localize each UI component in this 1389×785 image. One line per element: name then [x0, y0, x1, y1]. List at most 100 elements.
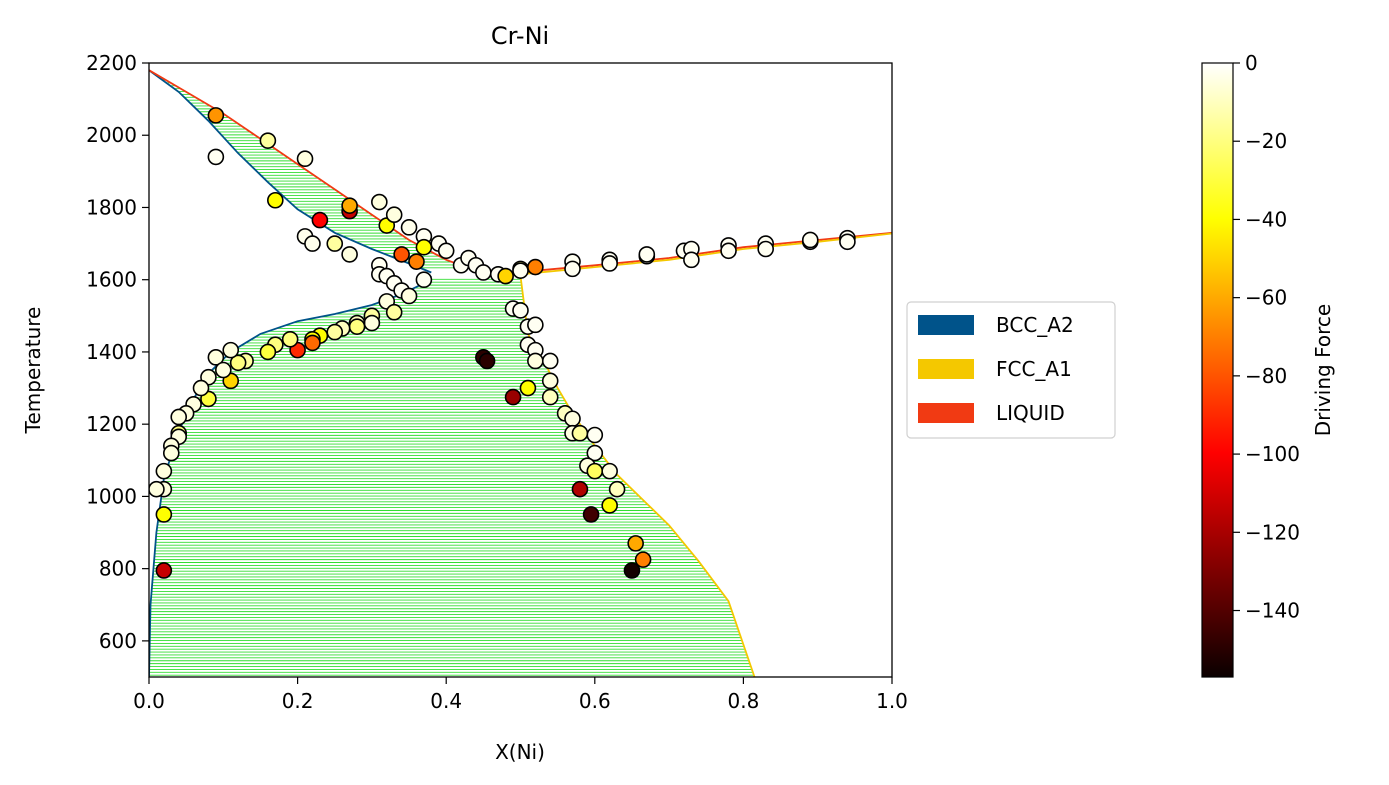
y-tick-label: 1200 — [86, 412, 137, 436]
data-point — [371, 193, 388, 211]
two-phase-region-fill — [149, 70, 754, 676]
data-point — [519, 379, 537, 397]
y-tick-label: 1800 — [86, 195, 137, 219]
data-point — [385, 303, 403, 321]
data-point — [478, 352, 496, 370]
data-point — [155, 462, 173, 480]
data-point — [207, 148, 225, 166]
data-point — [326, 323, 344, 341]
data-point — [541, 388, 559, 406]
phase-boundary-fcc-a1 — [520, 232, 892, 276]
chart-title: Cr-Ni — [491, 22, 549, 50]
data-point — [623, 562, 641, 579]
data-point — [215, 361, 232, 379]
data-point — [222, 341, 240, 359]
data-point — [296, 150, 314, 168]
colorbar: 0 −20 −40 −60 −80 −100 −120 −140 Driving Force — [1201, 51, 1335, 678]
colorbar-gradient — [1201, 62, 1234, 678]
data-point — [341, 197, 358, 214]
data-point — [564, 260, 581, 278]
data-point — [527, 352, 544, 370]
colorbar-tick-label: −20 — [1245, 129, 1287, 153]
legend-label: LIQUID — [996, 401, 1065, 425]
data-point — [601, 497, 618, 514]
data-points — [149, 107, 856, 579]
data-point — [527, 258, 544, 276]
data-point — [601, 255, 618, 272]
x-axis-label: X(Ni) — [495, 740, 545, 764]
y-tick-label: 2000 — [86, 123, 137, 147]
data-point — [475, 264, 492, 281]
data-point — [155, 562, 173, 579]
data-point — [400, 219, 418, 236]
data-point — [839, 233, 856, 251]
y-axis-ticks: 600 800 1000 1200 1400 1600 1800 2000 2200 — [86, 51, 149, 653]
x-tick-label: 1.0 — [876, 689, 908, 713]
data-point — [192, 379, 210, 397]
colorbar-tick-label: −120 — [1245, 520, 1300, 544]
data-point — [683, 251, 700, 269]
data-point — [281, 330, 299, 348]
data-point — [311, 211, 329, 229]
data-point — [170, 408, 188, 426]
data-point — [541, 372, 559, 390]
y-tick-label: 800 — [99, 557, 137, 581]
phase-boundary-liquid — [535, 231, 892, 272]
data-point — [162, 444, 180, 462]
data-point — [497, 267, 514, 285]
data-point — [149, 480, 165, 498]
data-point — [582, 506, 600, 523]
colorbar-label: Driving Force — [1311, 304, 1335, 436]
y-tick-label: 1400 — [86, 340, 137, 364]
legend-swatch — [918, 359, 974, 379]
data-point — [229, 354, 247, 372]
legend-swatch — [918, 315, 974, 335]
colorbar-tick-label: −80 — [1245, 364, 1287, 388]
data-point — [586, 444, 604, 462]
x-tick-label: 0.2 — [282, 689, 314, 713]
data-point — [571, 424, 589, 442]
data-point — [564, 410, 581, 428]
data-point — [638, 246, 656, 263]
data-point — [512, 262, 529, 279]
y-tick-label: 1600 — [86, 268, 137, 292]
data-point — [267, 191, 284, 209]
data-point — [348, 318, 366, 335]
data-point — [720, 242, 737, 260]
legend-swatch — [918, 403, 974, 423]
data-point — [207, 349, 225, 366]
data-point — [571, 480, 589, 498]
data-point — [415, 238, 433, 256]
data-point — [393, 246, 410, 263]
data-point — [541, 352, 559, 370]
colorbar-tick-label: −60 — [1245, 286, 1287, 310]
phase-boundary-bcc-a2 — [149, 69, 432, 274]
colorbar-tick-label: 0 — [1245, 51, 1258, 75]
data-point — [259, 132, 277, 149]
plot-frame — [148, 62, 893, 678]
data-point — [259, 343, 277, 361]
colorbar-tick-label: −100 — [1245, 442, 1300, 466]
colorbar-tick-label: −140 — [1245, 599, 1300, 623]
data-point — [504, 388, 522, 406]
data-point — [408, 253, 425, 270]
data-point — [608, 480, 626, 498]
phase-boundary-fcc-a1 — [519, 275, 756, 677]
x-axis-ticks: 0.0 0.2 0.4 0.6 0.8 1.0 — [133, 677, 908, 713]
data-point — [634, 551, 652, 568]
y-tick-label: 600 — [99, 629, 137, 653]
y-tick-label: 2200 — [86, 51, 137, 75]
x-tick-label: 0.6 — [579, 689, 611, 713]
colorbar-tick-label: −40 — [1245, 207, 1287, 231]
legend-label: BCC_A2 — [996, 313, 1074, 337]
data-point — [601, 462, 618, 480]
data-point — [326, 235, 344, 252]
data-point — [757, 240, 774, 258]
data-point — [415, 271, 433, 289]
data-point — [155, 506, 173, 523]
data-point — [304, 235, 321, 252]
data-point — [385, 206, 403, 223]
data-point — [527, 316, 544, 334]
legend-label: FCC_A1 — [996, 357, 1072, 381]
